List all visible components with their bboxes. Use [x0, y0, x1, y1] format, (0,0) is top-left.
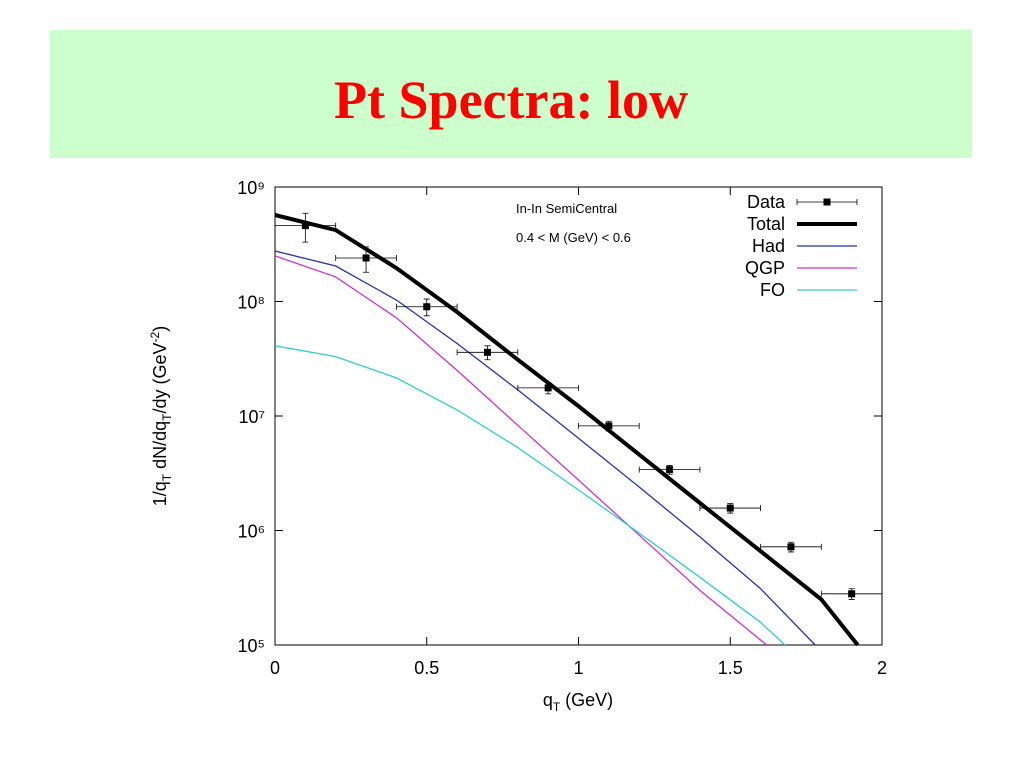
y-axis-label: 1/qT dN/dqT/dy (GeV-2): [148, 326, 174, 506]
curve: [274, 345, 786, 646]
label-part: ): [150, 326, 170, 332]
data-point: [726, 504, 734, 512]
data-point: [666, 466, 674, 474]
label-part: 1/q: [150, 481, 170, 506]
label-part: T: [160, 413, 174, 421]
slide-title: Pt Spectra: low: [334, 70, 688, 130]
x-axis-label: qT (GeV): [543, 690, 613, 714]
legend-label: Had: [752, 236, 785, 256]
legend-label: FO: [760, 280, 785, 300]
legend-swatch: [823, 198, 831, 206]
data-point: [423, 303, 431, 311]
data-point: [544, 384, 552, 392]
legend-label: Data: [747, 192, 786, 212]
label-part: /dy (GeV: [150, 342, 170, 413]
x-tick-label: 0: [270, 658, 280, 678]
label-part: T: [160, 473, 174, 481]
x-tick-label: 2: [877, 658, 887, 678]
legend-label: Total: [747, 214, 785, 234]
data-point: [362, 254, 370, 262]
label-part: dN/dq: [150, 421, 170, 474]
curve: [274, 255, 768, 646]
label-part: q: [543, 690, 553, 710]
y-tick-label: 10⁹: [237, 178, 265, 198]
title-banner: [50, 30, 972, 158]
data-point: [483, 348, 491, 356]
y-tick-label: 10⁵: [238, 636, 265, 656]
data-point: [848, 590, 856, 598]
label-part: (GeV): [560, 690, 613, 710]
data-point: [605, 422, 613, 430]
curve: [274, 213, 860, 647]
annotation: 0.4 < M (GeV) < 0.6: [516, 230, 631, 245]
label-part: -2: [148, 331, 162, 342]
data-point: [787, 543, 795, 551]
y-tick-label: 10⁶: [238, 522, 265, 542]
annotation: In-In SemiCentral: [516, 201, 617, 216]
x-tick-label: 1: [573, 658, 583, 678]
x-tick-label: 0.5: [414, 658, 439, 678]
y-tick-label: 10⁸: [237, 293, 265, 313]
data-point: [301, 222, 309, 230]
label-part: T: [553, 700, 561, 714]
legend-label: QGP: [745, 258, 785, 278]
curve: [274, 250, 816, 646]
x-tick-label: 1.5: [718, 658, 743, 678]
y-tick-label: 10⁷: [238, 407, 265, 427]
